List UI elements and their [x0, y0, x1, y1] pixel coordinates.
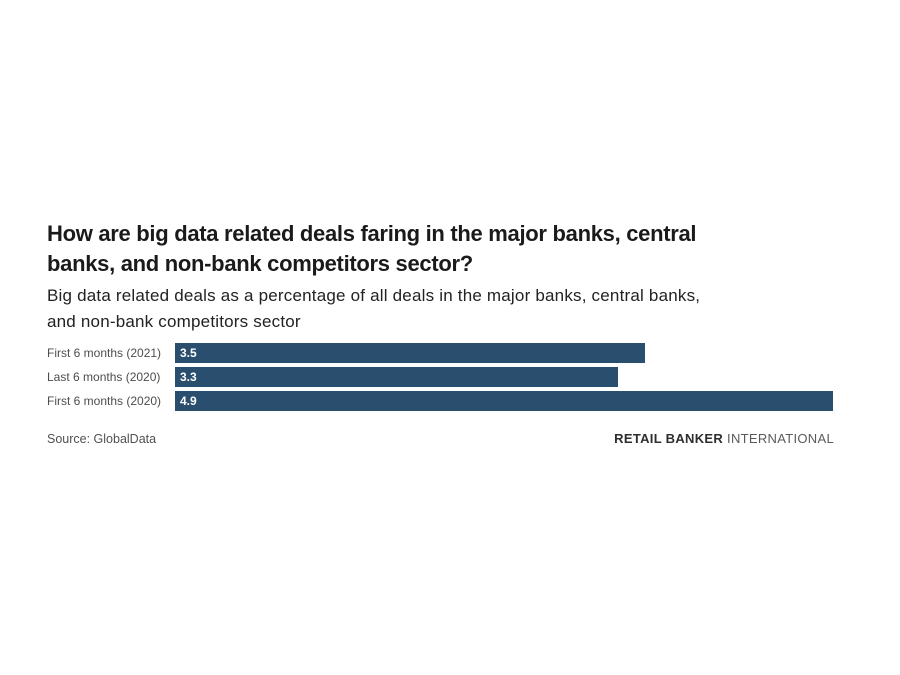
category-label: First 6 months (2020) — [47, 394, 162, 408]
value-label: 4.9 — [180, 394, 197, 408]
brand-logo: RETAIL BANKER INTERNATIONAL — [614, 431, 834, 447]
bar-chart: First 6 months (2021) 3.5 Last 6 months … — [47, 343, 833, 415]
chart-subtitle-line-2: and non-bank competitors sector — [47, 312, 301, 331]
bar-row: First 6 months (2020) 4.9 — [47, 391, 833, 411]
brand-name-light: INTERNATIONAL — [727, 431, 834, 446]
value-label: 3.5 — [180, 346, 197, 360]
bar: 4.9 — [175, 391, 833, 411]
source-note: Source: GlobalData — [47, 432, 157, 446]
chart-title: How are big data related deals faring in… — [47, 219, 697, 279]
chart-subtitle: Big data related deals as a percentage o… — [47, 283, 700, 335]
bar: 3.5 — [175, 343, 645, 363]
bar-row: Last 6 months (2020) 3.3 — [47, 367, 833, 387]
chart-title-line-2: banks, and non-bank competitors sector? — [47, 251, 473, 276]
brand-name-bold: RETAIL BANKER — [614, 431, 724, 446]
chart-title-line-1: How are big data related deals faring in… — [47, 221, 697, 246]
chart-subtitle-line-1: Big data related deals as a percentage o… — [47, 286, 701, 305]
bar: 3.3 — [175, 367, 618, 387]
bar-row: First 6 months (2021) 3.5 — [47, 343, 833, 363]
category-label: Last 6 months (2020) — [47, 370, 161, 384]
value-label: 3.3 — [180, 370, 197, 384]
category-label: First 6 months (2021) — [47, 346, 162, 360]
